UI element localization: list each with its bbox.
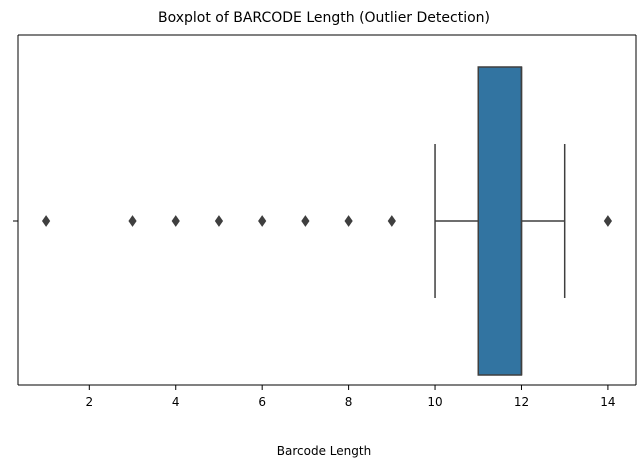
- outlier-point: [171, 215, 180, 227]
- x-tick-label: 10: [427, 395, 442, 409]
- outlier-point: [128, 215, 137, 227]
- plot-area: [18, 35, 636, 385]
- x-tick-label: 2: [85, 395, 93, 409]
- outlier-point: [387, 215, 396, 227]
- x-tick-label: 12: [514, 395, 529, 409]
- x-tick-label: 6: [258, 395, 266, 409]
- x-axis-label: Barcode Length: [277, 444, 371, 458]
- x-ticks: 2 4 6 8 10 12 14: [85, 385, 616, 409]
- outlier-point: [41, 215, 51, 227]
- outlier-point: [258, 215, 267, 227]
- chart-marks: [41, 66, 613, 376]
- outlier-point: [301, 215, 310, 227]
- chart-title: Boxplot of BARCODE Length (Outlier Detec…: [158, 10, 490, 26]
- outlier-point: [344, 215, 353, 227]
- x-tick-label: 8: [345, 395, 353, 409]
- x-tick-label: 4: [172, 395, 180, 409]
- outlier-point: [214, 215, 224, 227]
- x-tick-label: 14: [600, 395, 615, 409]
- outlier-point: [603, 215, 613, 227]
- iqr-box: [477, 66, 523, 376]
